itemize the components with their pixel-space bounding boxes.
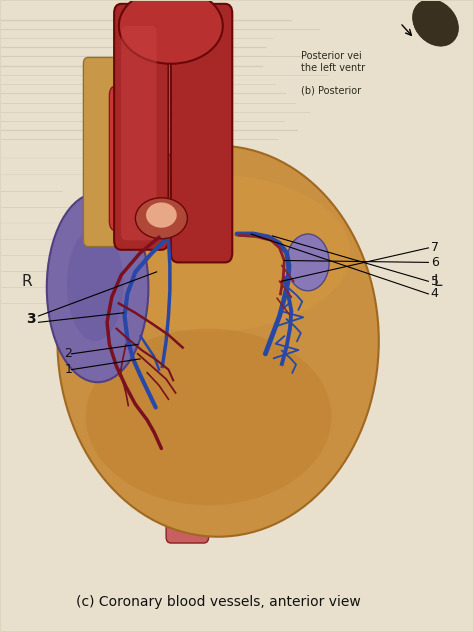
Ellipse shape: [67, 174, 350, 332]
Text: Posterior vei
the left ventr

(b) Posterior: Posterior vei the left ventr (b) Posteri…: [301, 51, 365, 96]
Text: 5: 5: [431, 275, 439, 288]
Ellipse shape: [136, 198, 187, 239]
Text: 7: 7: [431, 241, 439, 255]
Text: 2: 2: [64, 348, 73, 360]
FancyBboxPatch shape: [109, 86, 157, 231]
Ellipse shape: [287, 234, 329, 291]
Ellipse shape: [146, 202, 177, 228]
Text: 1: 1: [64, 363, 73, 376]
FancyBboxPatch shape: [114, 4, 168, 250]
FancyBboxPatch shape: [121, 26, 156, 240]
Ellipse shape: [86, 329, 331, 505]
Ellipse shape: [47, 193, 148, 382]
Ellipse shape: [119, 0, 223, 64]
Text: R: R: [21, 274, 32, 289]
Ellipse shape: [412, 0, 458, 46]
Ellipse shape: [57, 146, 379, 537]
Text: 6: 6: [431, 256, 438, 269]
FancyBboxPatch shape: [166, 392, 209, 543]
Text: PERICARDIUM: PERICARDIUM: [210, 188, 264, 198]
FancyBboxPatch shape: [83, 58, 125, 246]
Text: 4: 4: [431, 288, 438, 300]
FancyBboxPatch shape: [171, 4, 232, 262]
Text: L: L: [434, 274, 442, 289]
Text: (c) Coronary blood vessels, anterior view: (c) Coronary blood vessels, anterior vie…: [76, 595, 360, 609]
Text: Heart: Heart: [247, 207, 269, 216]
Ellipse shape: [67, 228, 124, 341]
Text: 3: 3: [27, 312, 36, 326]
